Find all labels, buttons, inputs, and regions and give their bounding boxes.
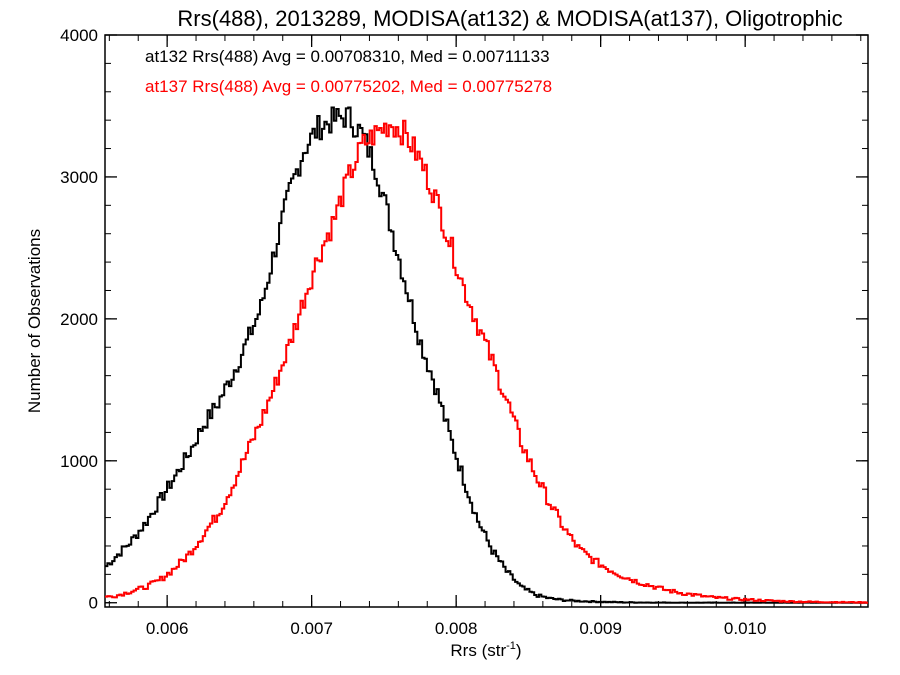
x-axis-label-close: ) [516,641,522,660]
y-tick-label: 1000 [60,452,98,471]
y-tick-label: 3000 [60,168,98,187]
x-tick-label: 0.006 [146,619,189,638]
y-tick-label: 0 [89,594,98,613]
tick-group: 0.006 0.007 0.008 0.009 0.010 0 1000 2000 3000 40… [60,26,868,638]
x-axis-label: Rrs (str-1) [450,640,521,660]
annotation-at132: at132 Rrs(488) Avg = 0.00708310, Med = 0… [145,47,550,66]
x-axis-label-sup: -1 [506,640,516,652]
histogram-series-1 [105,119,868,604]
histogram-series-0 [105,106,868,604]
x-axis-label-main: Rrs (str [450,641,506,660]
y-tick-label: 4000 [60,26,98,45]
x-tick-label: 0.009 [579,619,622,638]
x-tick-label: 0.010 [724,619,767,638]
y-axis-label: Number of Observations [25,229,44,413]
chart-title: Rrs(488), 2013289, MODISA(at132) & MODIS… [177,6,842,31]
plot-frame [104,34,869,608]
series-layer [105,106,868,604]
annotation-at137: at137 Rrs(488) Avg = 0.00775202, Med = 0… [145,77,552,96]
x-tick-label: 0.007 [290,619,333,638]
x-tick-label: 0.008 [435,619,478,638]
y-tick-label: 2000 [60,310,98,329]
